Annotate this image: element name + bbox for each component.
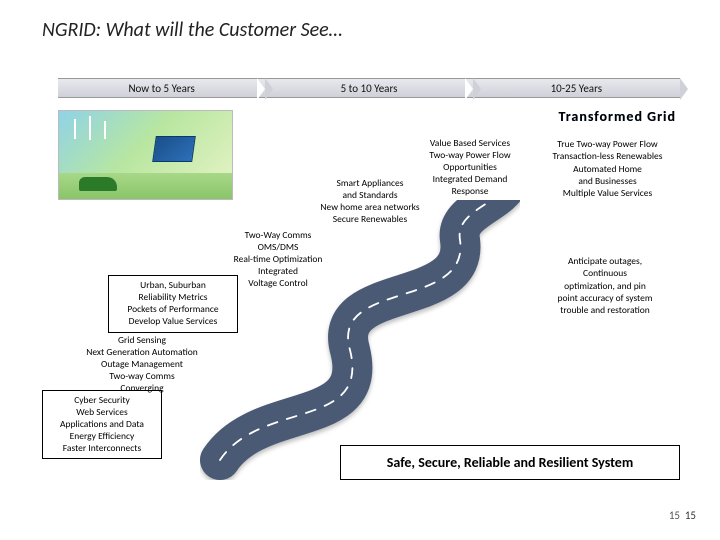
callout-line: Faster Interconnects bbox=[49, 443, 155, 455]
anticipate-line: Continuous bbox=[530, 267, 680, 279]
callout-cyber-security: Cyber SecurityWeb ServicesApplications a… bbox=[42, 390, 162, 459]
future-line: True Two-way Power Flow bbox=[535, 138, 680, 150]
future-line: and Businesses bbox=[535, 175, 680, 187]
page-number-b: 15 bbox=[685, 509, 696, 522]
callout-two-way-comms: Two-Way CommsOMS/DMSReal-time Optimizati… bbox=[218, 230, 338, 289]
callout-grid-sensing: Grid SensingNext Generation AutomationOu… bbox=[72, 335, 212, 394]
transformed-grid-text: Transformed Grid bbox=[559, 108, 676, 125]
page-number-a: 15 bbox=[669, 509, 680, 522]
anticipate-block: Anticipate outages,Continuousoptimizatio… bbox=[530, 255, 680, 317]
callout-line: Energy Efficiency bbox=[49, 431, 155, 443]
callout-line: Integrated bbox=[218, 266, 338, 278]
phase-label: 5 to 10 Years bbox=[341, 82, 398, 95]
phase-label: 10-25 Years bbox=[551, 82, 602, 95]
callout-line: OMS/DMS bbox=[218, 242, 338, 254]
callout-line: Voltage Control bbox=[218, 278, 338, 290]
callout-line: Reliability Metrics bbox=[115, 292, 231, 304]
callout-line: Opportunities bbox=[410, 162, 530, 174]
callout-line: Integrated Demand bbox=[410, 174, 530, 186]
callout-line: Real-time Optimization bbox=[218, 254, 338, 266]
callout-line: Secure Renewables bbox=[300, 214, 440, 226]
callout-line: Outage Management bbox=[72, 359, 212, 371]
callout-line: Two-way Power Flow bbox=[410, 150, 530, 162]
callout-line: Applications and Data bbox=[49, 419, 155, 431]
future-line: Multiple Value Services bbox=[535, 187, 680, 199]
future-block: True Two-way Power FlowTransaction-less … bbox=[535, 138, 680, 200]
callout-line: Converging bbox=[72, 383, 212, 395]
anticipate-line: point accuracy of system bbox=[530, 292, 680, 304]
timeline-bar: Now to 5 Years 5 to 10 Years 10-25 Years bbox=[58, 78, 680, 98]
page-title: NGRID: What will the Customer See… bbox=[42, 18, 343, 42]
callout-line: Next Generation Automation bbox=[72, 347, 212, 359]
callout-line: New home area networks bbox=[300, 202, 440, 214]
phase-now-5: Now to 5 Years bbox=[58, 78, 265, 98]
phase-10-25: 10-25 Years bbox=[473, 78, 680, 98]
callout-line: Pockets of Performance bbox=[115, 304, 231, 316]
callout-line: Web Services bbox=[49, 407, 155, 419]
phase-5-10: 5 to 10 Years bbox=[265, 78, 472, 98]
hero-image bbox=[58, 110, 233, 200]
callout-line: Develop Value Services bbox=[115, 316, 231, 328]
callout-value-based: Value Based ServicesTwo-way Power FlowOp… bbox=[410, 138, 530, 197]
transformed-grid-label: Transformed Grid bbox=[559, 108, 676, 125]
future-line: Transaction-less Renewables bbox=[535, 150, 680, 162]
callout-line: Response bbox=[410, 186, 530, 198]
phase-label: Now to 5 Years bbox=[128, 82, 194, 95]
anticipate-line: optimization, and pin bbox=[530, 280, 680, 292]
anticipate-line: Anticipate outages, bbox=[530, 255, 680, 267]
anticipate-line: trouble and restoration bbox=[530, 304, 680, 316]
future-line: Automated Home bbox=[535, 163, 680, 175]
callout-line: Two-way Comms bbox=[72, 371, 212, 383]
safe-system-box: Safe, Secure, Reliable and Resilient Sys… bbox=[340, 445, 680, 480]
